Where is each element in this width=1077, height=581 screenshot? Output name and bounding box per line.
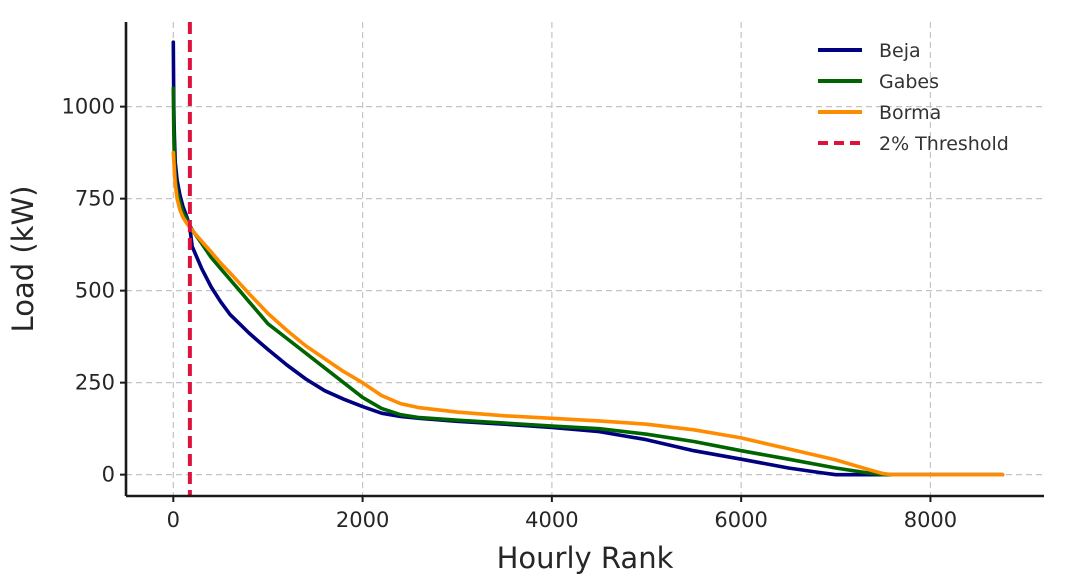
series-line-beja xyxy=(171,40,1005,477)
legend-label: 2% Threshold xyxy=(879,133,1009,155)
x-axis-label: Hourly Rank xyxy=(497,541,674,575)
y-axis-label: Load (kW) xyxy=(6,186,40,333)
x-tick-label: 8000 xyxy=(904,508,957,532)
y-tick-label: 500 xyxy=(75,279,115,303)
axis-ticks: 0 2000 4000 6000 8000 0 250 500 750 1000 xyxy=(62,95,958,532)
x-tick-label: 6000 xyxy=(714,508,767,532)
legend-label: Borma xyxy=(879,102,941,124)
axis-spines xyxy=(124,22,1044,498)
legend: Beja Gabes Borma 2% Threshold xyxy=(818,40,1009,155)
x-tick-label: 0 xyxy=(167,508,180,532)
grid xyxy=(126,22,1044,496)
series-line-gabes xyxy=(171,86,1005,477)
y-tick-label: 1000 xyxy=(62,95,115,119)
x-tick-label: 2000 xyxy=(336,508,389,532)
y-tick-label: 250 xyxy=(75,371,115,395)
y-tick-label: 750 xyxy=(75,187,115,211)
legend-label: Gabes xyxy=(879,71,939,93)
legend-label: Beja xyxy=(879,40,921,62)
y-tick-label: 0 xyxy=(102,463,115,487)
x-tick-label: 4000 xyxy=(525,508,578,532)
